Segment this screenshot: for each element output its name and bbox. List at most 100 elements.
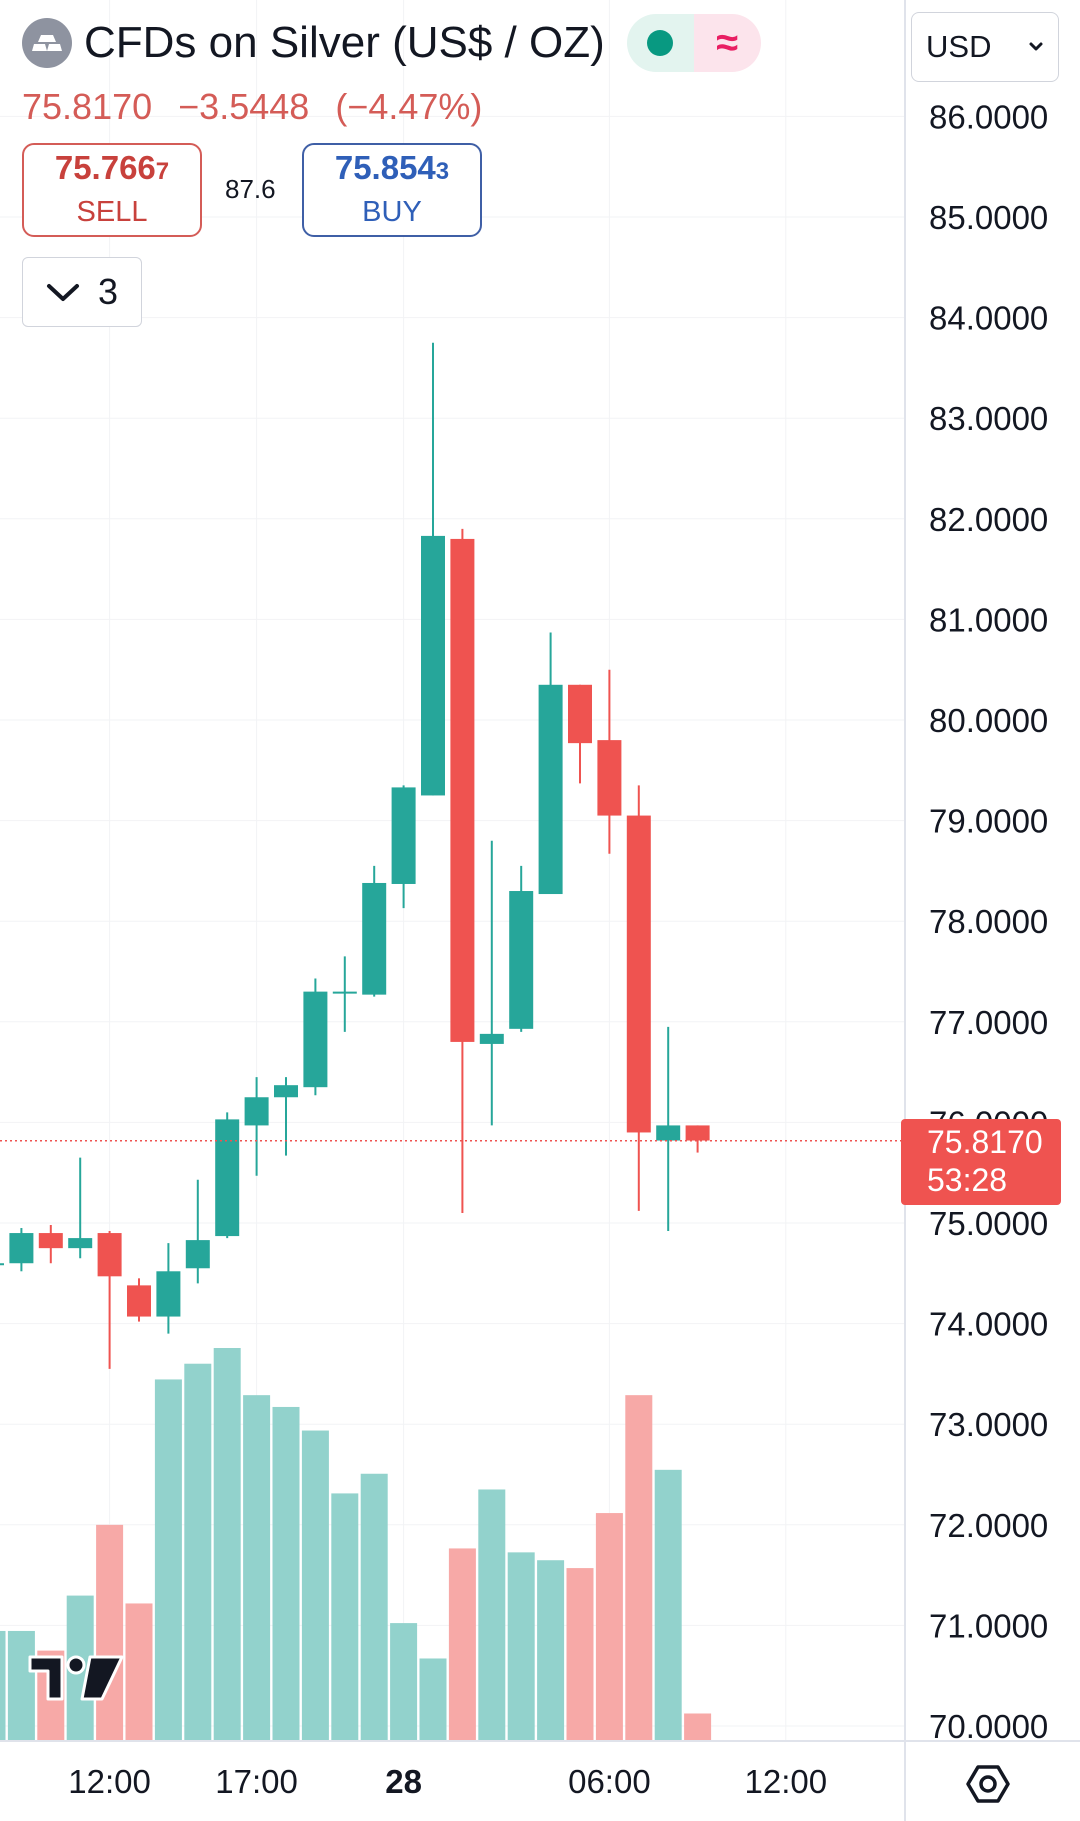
volume-bar [448, 1548, 476, 1741]
candle-body [332, 991, 357, 994]
price-tick-label: 73.0000 [929, 1406, 1048, 1443]
time-tick-label: 12:00 [745, 1763, 828, 1800]
market-open-dot-icon [626, 14, 694, 72]
price-tick-label: 77.0000 [929, 1004, 1048, 1041]
price-change-line: 75.8170 −3.5448 (−4.47%) [22, 86, 482, 128]
candle-body [509, 891, 534, 1029]
candle-body [538, 684, 563, 895]
volume-bar [301, 1430, 329, 1741]
candle-body [185, 1240, 210, 1269]
candle-body [626, 815, 651, 1133]
indicators-toggle-button[interactable]: 3 [22, 257, 142, 327]
sell-label: SELL [76, 196, 148, 228]
candle-body [274, 1085, 298, 1098]
candle-body [685, 1125, 710, 1141]
volume-bar [272, 1406, 300, 1741]
price-tick-label: 80.0000 [929, 702, 1048, 739]
volume-bar [360, 1473, 388, 1741]
market-status-pill[interactable]: ≈ [626, 14, 761, 72]
volume-bar [537, 1560, 565, 1741]
candle-body [362, 882, 387, 995]
price-tick-label: 71.0000 [929, 1607, 1048, 1644]
symbol-title[interactable]: CFDs on Silver (US$ / OZ) [84, 18, 605, 67]
candle-body [421, 535, 445, 796]
volume-bar [654, 1469, 682, 1741]
price-tick-label: 74.0000 [929, 1306, 1048, 1343]
settings-hexagon-icon[interactable] [966, 1762, 1010, 1811]
spread-value: 87.6 [225, 174, 276, 204]
time-tick-label: 12:00 [68, 1763, 151, 1800]
volume-bar [566, 1568, 594, 1741]
time-axis: 12:00 17:00 28 06:00 12:00 [0, 1740, 1080, 1800]
price-axis: 86.0000 85.0000 84.0000 83.0000 82.0000 81.00… [904, 0, 1048, 1821]
indicators-count: 3 [97, 271, 119, 312]
volume-bar [0, 1630, 6, 1741]
candle-body [450, 538, 475, 1042]
buy-label: BUY [362, 196, 422, 228]
time-tick-label: 28 [385, 1763, 422, 1800]
price-change-percent: (−4.47%) [335, 86, 483, 127]
volume-bar [684, 1713, 712, 1741]
volume-bar [625, 1395, 653, 1741]
tradingview-logo[interactable] [28, 1653, 124, 1706]
candle-body [38, 1233, 63, 1249]
candle-body [568, 684, 592, 744]
candle-body [215, 1119, 240, 1237]
candle-body [127, 1285, 151, 1317]
volume-bar [331, 1493, 359, 1741]
currency-label: USD [926, 29, 992, 64]
price-tick-label: 85.0000 [929, 199, 1048, 236]
volume-bar [96, 1524, 124, 1741]
price-tick-label: 86.0000 [929, 98, 1048, 135]
silver-bars-icon[interactable] [22, 18, 72, 68]
chevron-down-icon [1029, 42, 1043, 51]
candle-body [597, 740, 622, 816]
price-tick-label: 72.0000 [929, 1507, 1048, 1544]
price-change: −3.5448 [178, 86, 310, 127]
price-tick-label: 81.0000 [929, 601, 1048, 638]
price-tick-label: 79.0000 [929, 803, 1048, 840]
symbol-header: CFDs on Silver (US$ / OZ) ≈ [22, 14, 761, 72]
candle-body [0, 1263, 4, 1266]
volume-bar [213, 1348, 241, 1741]
candle-body [656, 1125, 681, 1141]
delayed-data-wave-icon: ≈ [693, 14, 761, 72]
price-tick-label: 75.0000 [929, 1205, 1048, 1242]
price-tick-label: 84.0000 [929, 300, 1048, 337]
chart-grid [0, 0, 905, 1741]
candle-body [9, 1233, 34, 1264]
sell-button[interactable]: 75.7667 SELL [22, 143, 202, 237]
volume-bar [507, 1552, 535, 1741]
volume-bar [125, 1603, 153, 1741]
price-tick-label: 83.0000 [929, 400, 1048, 437]
price-tick-label: 82.0000 [929, 501, 1048, 538]
sell-price: 75.7667 [54, 149, 170, 186]
buy-price: 75.8543 [334, 149, 450, 186]
price-tick-label: 70.0000 [929, 1708, 1048, 1745]
price-tick-label: 78.0000 [929, 903, 1048, 940]
currency-selector[interactable]: USD [911, 12, 1059, 82]
bar-countdown: 53:28 [927, 1162, 1008, 1198]
volume-bar [7, 1630, 35, 1741]
buy-button[interactable]: 75.8543 BUY [302, 143, 482, 237]
volume-bar [184, 1363, 212, 1741]
volume-bar [478, 1489, 506, 1741]
candlestick-series [0, 342, 710, 1369]
candle-body [244, 1097, 269, 1126]
time-tick-label: 06:00 [568, 1763, 651, 1800]
candle-body [303, 991, 328, 1088]
candle-body [68, 1238, 93, 1249]
candle-body [479, 1033, 504, 1044]
last-price-tag: 75.8170 53:28 [901, 1119, 1061, 1205]
candle-body [97, 1233, 122, 1277]
chevron-down-icon [46, 284, 79, 301]
candle-body [156, 1271, 181, 1317]
volume-bar [154, 1379, 182, 1741]
time-tick-label: 17:00 [215, 1763, 298, 1800]
candle-body [391, 787, 416, 884]
volume-bar [243, 1395, 271, 1741]
volume-bars [0, 1348, 712, 1741]
last-price-tag-value: 75.8170 [927, 1124, 1043, 1160]
volume-bar [595, 1513, 623, 1741]
